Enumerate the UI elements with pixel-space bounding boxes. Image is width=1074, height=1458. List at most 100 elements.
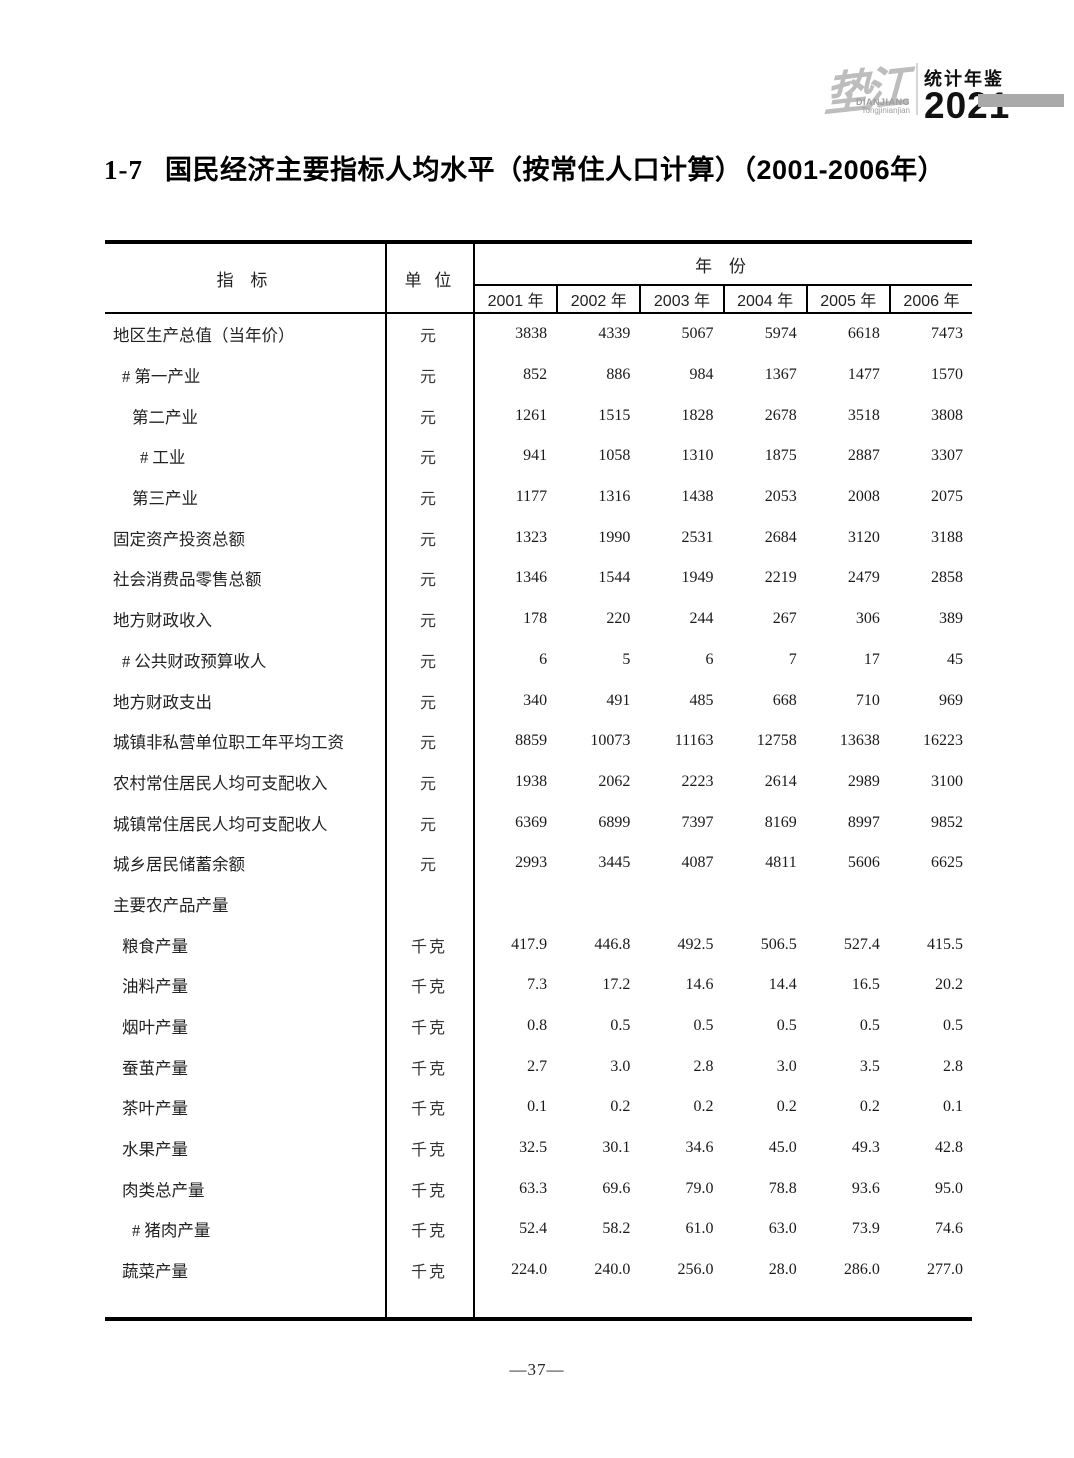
row-value-2003: 5067 bbox=[681, 325, 714, 343]
row-value-2005: 5606 bbox=[847, 854, 880, 872]
table-row: # 公共财政预算收人 元 6 5 6 7 17 45 bbox=[105, 640, 972, 681]
row-value-2001: 6369 bbox=[515, 813, 548, 831]
row-unit: 千克 bbox=[410, 1142, 447, 1160]
table-bottom-border bbox=[105, 1316, 972, 1321]
row-value-2005: 286.0 bbox=[843, 1261, 880, 1279]
row-value-2003: 1310 bbox=[681, 447, 714, 465]
row-label: 粮食产量 bbox=[122, 936, 188, 956]
table-row: # 第一产业 元 852 886 984 1367 1477 1570 bbox=[105, 355, 972, 396]
table-row: 肉类总产量 千克 63.3 69.6 79.0 78.8 93.6 95.0 bbox=[105, 1168, 972, 1209]
row-value-2002: 220 bbox=[606, 610, 631, 628]
row-unit: 千克 bbox=[410, 1101, 447, 1119]
row-value-2002: 30.1 bbox=[602, 1139, 631, 1157]
table-title-text: 国民经济主要指标人均水平（按常住人口计算）（2001-2006年） bbox=[165, 155, 946, 185]
header-vline-2 bbox=[473, 244, 475, 312]
table-row: 城乡居民储蓄余额 元 2993 3445 4087 4811 5606 6625 bbox=[105, 843, 972, 884]
row-value-2002: 0.5 bbox=[610, 1017, 631, 1035]
row-unit: 千克 bbox=[410, 1060, 447, 1078]
table-body: 地区生产总值（当年价） 元 3838 4339 5067 5974 6618 7473 # 第一… bbox=[105, 314, 972, 1317]
row-value-2001: 52.4 bbox=[519, 1220, 548, 1238]
row-value-2003: 2.8 bbox=[693, 1057, 714, 1075]
row-value-2005: 6618 bbox=[847, 325, 880, 343]
row-label: 茶叶产量 bbox=[122, 1099, 188, 1119]
header-years-underline bbox=[475, 284, 972, 286]
row-value-2002: 58.2 bbox=[602, 1220, 631, 1238]
table-row: 城镇常住居民人均可支配收人 元 6369 6899 7397 8169 8997 9852 bbox=[105, 802, 972, 843]
row-value-2003: 984 bbox=[689, 366, 714, 384]
row-value-2004: 0.5 bbox=[776, 1017, 797, 1035]
row-value-2001: 2.7 bbox=[527, 1057, 548, 1075]
row-value-2006: 0.1 bbox=[943, 1098, 964, 1116]
row-value-2001: 0.1 bbox=[527, 1098, 548, 1116]
row-value-2004: 2678 bbox=[764, 406, 797, 424]
row-value-2003: 1438 bbox=[681, 488, 714, 506]
row-unit: 千克 bbox=[410, 1264, 447, 1282]
row-value-2004: 2614 bbox=[764, 772, 797, 790]
row-value-2004: 1875 bbox=[764, 447, 797, 465]
row-unit: 元 bbox=[419, 653, 438, 671]
row-value-2002: 0.2 bbox=[610, 1098, 631, 1116]
row-value-2006: 3307 bbox=[931, 447, 964, 465]
row-value-2002: 491 bbox=[606, 691, 631, 709]
row-unit: 千克 bbox=[410, 1020, 447, 1038]
row-unit: 千克 bbox=[410, 979, 447, 997]
table-number: 1-7 bbox=[104, 155, 143, 185]
row-unit: 元 bbox=[419, 694, 438, 712]
row-value-2005: 0.5 bbox=[859, 1017, 880, 1035]
row-value-2003: 79.0 bbox=[685, 1179, 714, 1197]
row-label: # 公共财政预算收人 bbox=[122, 651, 267, 671]
row-value-2005: 710 bbox=[855, 691, 880, 709]
row-unit: 元 bbox=[419, 857, 438, 875]
row-value-2005: 16.5 bbox=[851, 976, 880, 994]
row-value-2005: 73.9 bbox=[851, 1220, 880, 1238]
table-row: 油料产量 千克 7.3 17.2 14.6 14.4 16.5 20.2 bbox=[105, 965, 972, 1006]
row-unit: 元 bbox=[419, 816, 438, 834]
row-value-2002: 446.8 bbox=[594, 935, 631, 953]
header-vline-1 bbox=[385, 244, 387, 312]
row-value-2002: 1316 bbox=[598, 488, 631, 506]
row-value-2001: 178 bbox=[523, 610, 548, 628]
row-value-2001: 0.8 bbox=[527, 1017, 548, 1035]
row-value-2004: 2684 bbox=[764, 528, 797, 546]
row-value-2006: 42.8 bbox=[935, 1139, 964, 1157]
logo-divider bbox=[916, 63, 918, 115]
row-value-2002: 6899 bbox=[598, 813, 631, 831]
row-value-2001: 1346 bbox=[515, 569, 548, 587]
row-value-2002: 1544 bbox=[598, 569, 631, 587]
logo-roman-line2: Tongjinianjian bbox=[861, 106, 910, 116]
row-value-2004: 78.8 bbox=[768, 1179, 797, 1197]
row-value-2004: 0.2 bbox=[776, 1098, 797, 1116]
row-value-2005: 49.3 bbox=[851, 1139, 880, 1157]
row-value-2002: 886 bbox=[606, 366, 631, 384]
table-row: 蚕茧产量 千克 2.7 3.0 2.8 3.0 3.5 2.8 bbox=[105, 1046, 972, 1087]
body-vline-1 bbox=[385, 314, 387, 1317]
row-value-2004: 3.0 bbox=[776, 1057, 797, 1075]
table-row: 蔬菜产量 千克 224.0 240.0 256.0 28.0 286.0 277.0 bbox=[105, 1250, 972, 1291]
row-value-2004: 8169 bbox=[764, 813, 797, 831]
row-value-2004: 267 bbox=[772, 610, 797, 628]
table-header: 指 标 单 位 年 份 2001 年 2002 年 2003 年 2004 年 2005… bbox=[105, 244, 972, 312]
row-value-2003: 0.5 bbox=[693, 1017, 714, 1035]
row-value-2003: 1828 bbox=[681, 406, 714, 424]
row-value-2001: 63.3 bbox=[519, 1179, 548, 1197]
row-value-2005: 527.4 bbox=[843, 935, 880, 953]
row-value-2006: 3100 bbox=[931, 772, 964, 790]
header-year-2004: 2004 年 bbox=[722, 286, 806, 312]
row-value-2006: 9852 bbox=[931, 813, 964, 831]
row-value-2001: 32.5 bbox=[519, 1139, 548, 1157]
row-value-2001: 8859 bbox=[515, 732, 548, 750]
logo-romanization: DIANJIANG Tongjinianjian bbox=[820, 97, 910, 116]
row-value-2001: 417.9 bbox=[511, 935, 548, 953]
table-row: 主要农产品产量 bbox=[105, 884, 972, 925]
row-label: 城镇常住居民人均可支配收人 bbox=[113, 814, 328, 834]
row-value-2002: 5 bbox=[622, 650, 631, 668]
row-value-2006: 7473 bbox=[931, 325, 964, 343]
row-value-2004: 5974 bbox=[764, 325, 797, 343]
header-year-2001: 2001 年 bbox=[487, 293, 544, 310]
row-label: 城乡居民储蓄余额 bbox=[113, 855, 245, 875]
row-label: 城镇非私营单位职工年平均工资 bbox=[113, 733, 344, 753]
table-row: 城镇非私营单位职工年平均工资 元 8859 10073 11163 12758 13638 1… bbox=[105, 721, 972, 762]
row-label: 地方财政支出 bbox=[113, 692, 212, 712]
row-value-2006: 74.6 bbox=[935, 1220, 964, 1238]
row-value-2005: 3518 bbox=[847, 406, 880, 424]
